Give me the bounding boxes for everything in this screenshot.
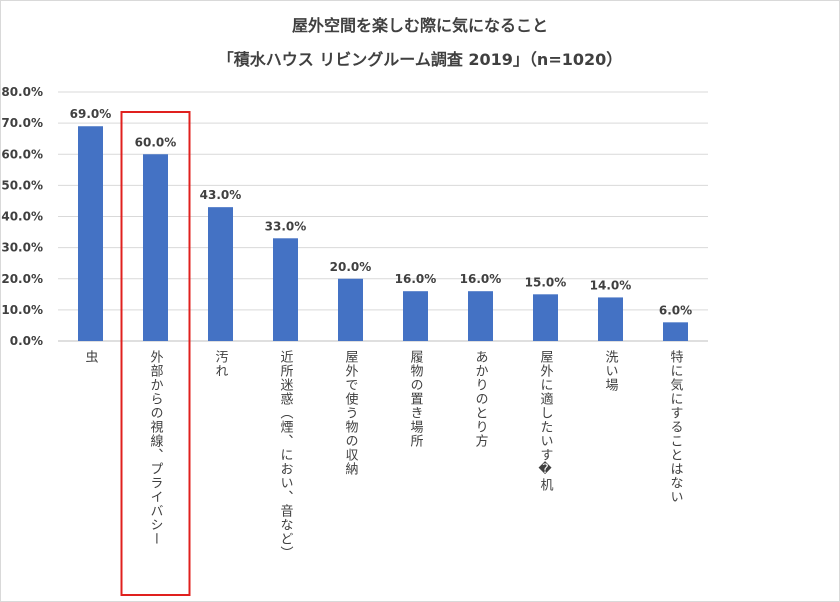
data-label: 20.0%: [330, 260, 372, 274]
y-tick-label: 50.0%: [1, 178, 43, 192]
bar: [598, 297, 623, 341]
y-tick-label: 20.0%: [1, 272, 43, 286]
y-tick-label: 70.0%: [1, 116, 43, 130]
bar: [273, 238, 298, 341]
bar: [143, 154, 168, 341]
y-tick-label: 80.0%: [1, 85, 43, 99]
y-tick-label: 30.0%: [1, 241, 43, 255]
bar: [403, 291, 428, 341]
x-tick-label: 洗い場: [602, 350, 618, 392]
x-tick-label: 履物の置き場所: [407, 350, 423, 448]
data-label: 14.0%: [590, 278, 632, 292]
bar: [208, 207, 233, 341]
bar: [533, 294, 558, 341]
x-tick-label: あかりのとり方: [472, 350, 488, 448]
data-label: 69.0%: [70, 107, 112, 121]
data-label: 16.0%: [460, 272, 502, 286]
chart-subtitle: 「積水ハウス リビングルーム調査 2019」（n=1020）: [217, 50, 623, 69]
x-tick-label: 特に気にすることはない: [667, 350, 683, 504]
data-label: 43.0%: [200, 188, 242, 202]
bar: [468, 291, 493, 341]
x-tick-label: 屋外で使う物の収納: [342, 350, 358, 476]
data-label: 16.0%: [395, 272, 437, 286]
y-tick-label: 0.0%: [10, 334, 43, 348]
chart-title: 屋外空間を楽しむ際に気になること: [291, 16, 548, 35]
y-tick-label: 10.0%: [1, 303, 43, 317]
data-label: 33.0%: [265, 219, 307, 233]
x-tick-label: 屋外に適したいす�机: [537, 350, 553, 492]
x-tick-label: 虫: [82, 350, 98, 364]
data-label: 6.0%: [659, 303, 692, 317]
data-label: 60.0%: [135, 135, 177, 149]
bar: [338, 278, 363, 341]
highlight-box: [120, 111, 191, 596]
x-tick-label: 汚れ: [212, 350, 228, 378]
y-tick-label: 60.0%: [1, 147, 43, 161]
bar: [78, 126, 103, 341]
bar: [663, 322, 688, 341]
y-tick-label: 40.0%: [1, 210, 43, 224]
x-tick-label: 外部からの視線、プライバシー: [147, 350, 163, 546]
x-tick-label: 近所迷惑（煙、におい、音など）: [277, 350, 293, 560]
data-label: 15.0%: [525, 275, 567, 289]
